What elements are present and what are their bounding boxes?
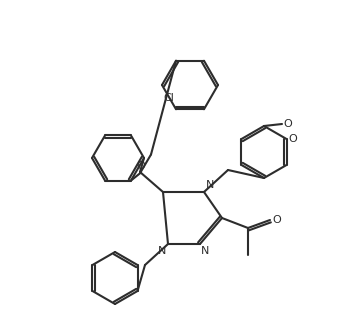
Text: O: O [272,215,281,225]
Text: N: N [201,246,210,256]
Text: N: N [206,180,214,190]
Text: O: O [289,134,297,144]
Text: Cl: Cl [163,93,174,103]
Text: O: O [283,119,292,129]
Text: O: O [137,160,145,170]
Text: N: N [158,246,166,256]
